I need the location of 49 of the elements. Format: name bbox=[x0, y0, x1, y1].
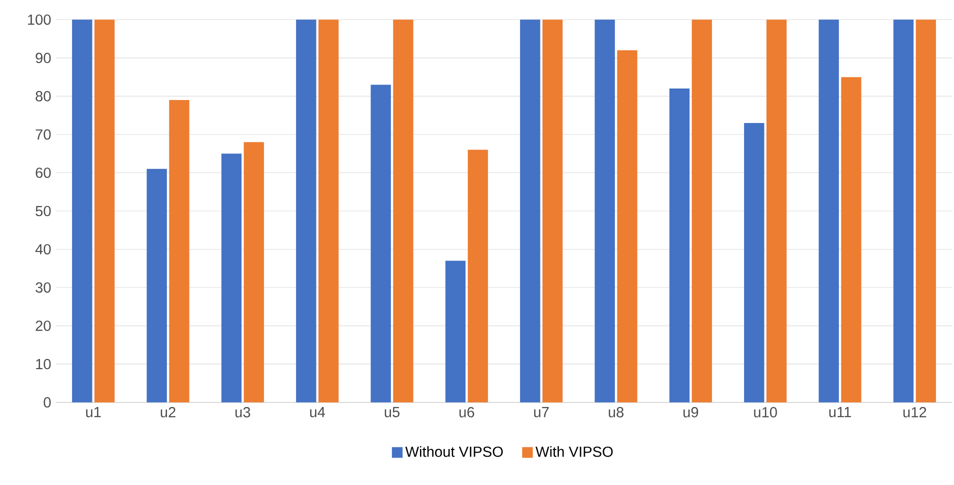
bar bbox=[318, 20, 339, 402]
x-tick-label: u12 bbox=[903, 407, 926, 418]
bar bbox=[72, 20, 92, 402]
y-tick-label: 70 bbox=[36, 129, 51, 140]
y-tick-label: 30 bbox=[36, 282, 51, 293]
bar bbox=[841, 77, 862, 402]
y-tick-label: 0 bbox=[44, 397, 51, 408]
bar bbox=[766, 20, 787, 402]
bar bbox=[916, 20, 936, 402]
x-tick-label: u3 bbox=[236, 407, 250, 418]
x-tick-label: u10 bbox=[754, 407, 777, 418]
y-tick-label: 90 bbox=[36, 52, 51, 64]
legend-label: With VIPSO bbox=[536, 446, 613, 457]
bar bbox=[296, 20, 316, 402]
y-tick-label: 50 bbox=[36, 206, 51, 216]
bar bbox=[669, 88, 690, 402]
x-tick-label: u7 bbox=[534, 407, 549, 418]
x-tick-label: u1 bbox=[86, 407, 101, 418]
y-tick-label: 60 bbox=[36, 168, 51, 178]
legend-label: Without VIPSO bbox=[405, 446, 503, 457]
bar bbox=[692, 20, 712, 402]
y-tick-label: 80 bbox=[36, 91, 51, 102]
bar bbox=[818, 20, 839, 402]
y-tick-label: 40 bbox=[35, 244, 51, 254]
y-tick-label: 100 bbox=[28, 14, 51, 25]
bar bbox=[594, 20, 615, 402]
bar bbox=[169, 100, 190, 402]
bar bbox=[468, 150, 488, 402]
bar bbox=[744, 122, 764, 402]
bar bbox=[370, 84, 391, 402]
y-tick-label: 20 bbox=[36, 320, 51, 331]
bar bbox=[146, 168, 167, 402]
x-tick-label: u5 bbox=[384, 407, 400, 418]
bar bbox=[393, 20, 414, 402]
y-tick-label: 10 bbox=[36, 358, 51, 370]
x-tick-label: u9 bbox=[684, 407, 698, 418]
x-tick-label: u8 bbox=[608, 407, 624, 418]
bar bbox=[221, 154, 242, 402]
bar bbox=[445, 260, 466, 402]
bar bbox=[244, 142, 264, 402]
x-tick-label: u4 bbox=[310, 407, 326, 418]
bar bbox=[893, 20, 914, 402]
x-tick-label: u6 bbox=[460, 407, 474, 418]
x-tick-label: u2 bbox=[160, 407, 176, 418]
x-tick-label: u11 bbox=[829, 407, 851, 418]
bar bbox=[542, 20, 563, 402]
bar bbox=[94, 20, 115, 402]
bar bbox=[617, 50, 638, 402]
bar bbox=[520, 20, 540, 402]
